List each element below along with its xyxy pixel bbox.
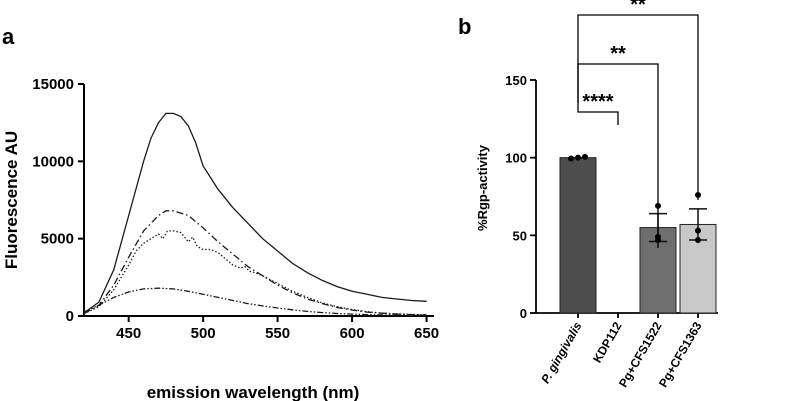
panel-b-letter: b — [458, 14, 471, 39]
panel-a-x-axis-title: emission wavelength (nm) — [147, 383, 360, 401]
panel-a-letter: a — [2, 24, 15, 49]
panel-b-data-point — [575, 154, 581, 161]
panel-a-x-tick-label: 650 — [414, 325, 439, 342]
panel-b-category-label: KDP112 — [590, 319, 625, 365]
panel-b-significance-label: ** — [610, 43, 626, 65]
panel-a-series — [83, 112, 427, 317]
panel-b-significance-bracket — [577, 103, 619, 125]
panel-b-significance-label: **** — [582, 91, 613, 113]
panel-b-significance-label: ** — [630, 0, 646, 16]
panel-b-bar — [559, 157, 597, 314]
panel-a-axes: 0 5000 10000 15000 450 500 550 600 650 — [32, 76, 439, 342]
panel-a-chart: 0 5000 10000 15000 450 500 550 600 650 emission … — [2, 76, 439, 401]
panel-b-significance-bracket — [577, 14, 699, 200]
panel-b-y-axis-title: %Rgp-activity — [475, 144, 490, 231]
panel-a-x-tick-label: 450 — [116, 325, 141, 342]
panel-a-series-line-dotted — [83, 230, 427, 316]
panel-b-y-tick-label: 150 — [505, 73, 527, 88]
panel-b-bars — [559, 153, 717, 314]
panel-b-y-tick-label: 0 — [520, 306, 527, 321]
panel-b-y-tick-label: 100 — [505, 151, 527, 166]
panel-a-y-tick-label: 0 — [66, 308, 74, 325]
panel-b-y-tick-label: 50 — [513, 228, 527, 243]
panel-a-x-tick-label: 500 — [191, 325, 216, 342]
panel-a-y-axis-title: Fluorescence AU — [2, 131, 21, 269]
panel-a-y-tick-label: 15000 — [32, 76, 74, 93]
panel-a-x-tick-label: 550 — [265, 325, 290, 342]
panel-a-series-line-dash-dot-dot — [83, 287, 427, 317]
panel-a-series-line-dash-dot — [83, 210, 427, 316]
panel-b-category-label: P. gingivalis — [538, 319, 585, 386]
panel-b-significance: ******** — [577, 0, 699, 248]
panel-a-series-line-solid — [83, 112, 427, 314]
panel-a-y-tick-label: 5000 — [41, 231, 74, 248]
panel-b-data-point — [695, 227, 701, 234]
panel-a-y-tick-label: 10000 — [32, 153, 74, 170]
panel-b-category-label: Pg+CFS1363 — [656, 319, 705, 390]
panel-b-data-point — [582, 153, 588, 160]
panel-b-data-point — [695, 236, 701, 243]
panel-a-x-tick-label: 600 — [340, 325, 365, 342]
panel-b-data-point — [568, 155, 574, 162]
